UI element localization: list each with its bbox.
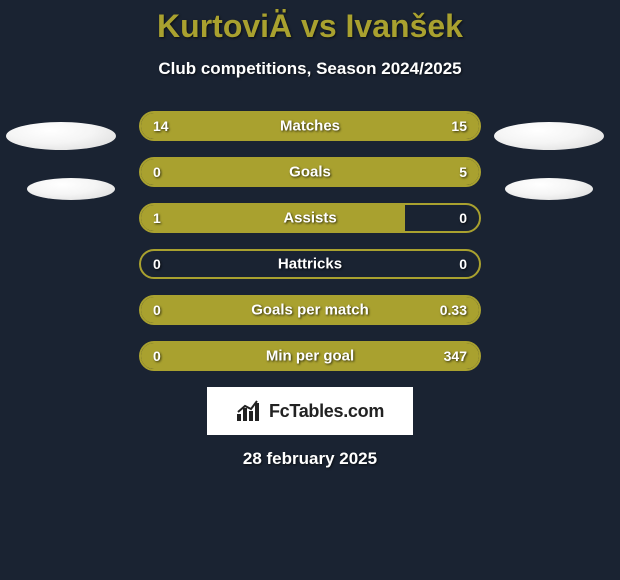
stat-value-right: 0 <box>459 256 467 272</box>
vs-separator: vs <box>301 8 337 44</box>
player-right-name: Ivanšek <box>346 8 463 44</box>
stat-row: 0Goals per match0.33 <box>139 295 481 325</box>
stat-row: 14Matches15 <box>139 111 481 141</box>
brand-bars-icon <box>236 400 262 422</box>
player-right-avatar-shadow <box>505 178 593 200</box>
stat-fill-left <box>141 113 303 139</box>
stat-label: Hattricks <box>141 256 479 273</box>
stat-fill-right <box>141 297 479 323</box>
stat-row: 0Hattricks0 <box>139 249 481 279</box>
subtitle: Club competitions, Season 2024/2025 <box>0 59 620 79</box>
stat-fill-right <box>303 113 479 139</box>
stat-row: 0Min per goal347 <box>139 341 481 371</box>
stat-value-right: 0 <box>459 210 467 226</box>
stat-row: 1Assists0 <box>139 203 481 233</box>
stats-rows: 14Matches150Goals51Assists00Hattricks00G… <box>139 111 481 371</box>
stat-value-left: 0 <box>153 256 161 272</box>
stat-row: 0Goals5 <box>139 157 481 187</box>
brand-text: FcTables.com <box>269 401 384 422</box>
stat-fill-right <box>141 343 479 369</box>
player-left-avatar-shadow <box>27 178 115 200</box>
player-left-name: KurtoviÄ <box>157 8 292 44</box>
player-comparison-card: KurtoviÄ vs Ivanšek Club competitions, S… <box>0 0 620 580</box>
stat-fill-right <box>141 159 479 185</box>
brand-badge[interactable]: FcTables.com <box>207 387 413 435</box>
stat-fill-left <box>141 205 405 231</box>
comparison-title: KurtoviÄ vs Ivanšek <box>0 8 620 45</box>
player-left-avatar <box>6 122 116 150</box>
snapshot-date: 28 february 2025 <box>0 449 620 469</box>
player-right-avatar <box>494 122 604 150</box>
